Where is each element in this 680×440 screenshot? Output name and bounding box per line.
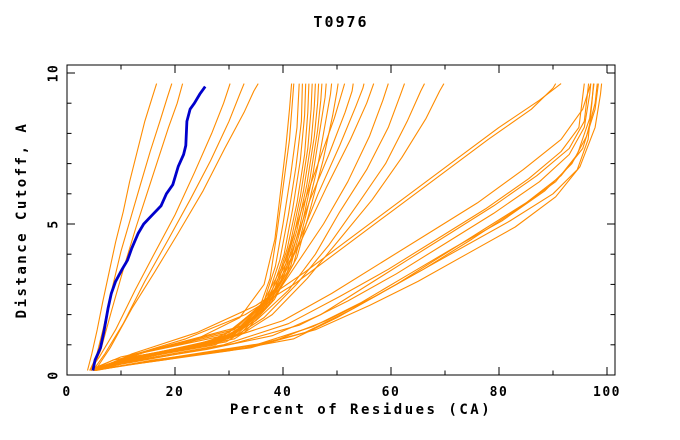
x-tick-label: 60 bbox=[382, 385, 401, 400]
curves-group bbox=[86, 83, 603, 372]
curve-model-35 bbox=[99, 83, 562, 370]
curve-model-01 bbox=[86, 83, 158, 371]
y-tick-label: 0 bbox=[47, 370, 62, 379]
curve-model-08 bbox=[92, 83, 300, 372]
curve-model-29 bbox=[96, 83, 599, 372]
curve-model-09 bbox=[93, 83, 303, 372]
curve-model-10 bbox=[94, 83, 307, 372]
x-tick-label: 0 bbox=[62, 385, 71, 400]
curve-model-38 bbox=[103, 83, 592, 368]
curve-model-34 bbox=[96, 83, 557, 370]
x-tick-label: 100 bbox=[593, 385, 621, 400]
curve-model-23 bbox=[91, 83, 293, 370]
curve-model-02 bbox=[89, 83, 173, 371]
y-axis-label: Distance Cutoff, A bbox=[14, 121, 30, 319]
x-tick-label: 80 bbox=[490, 385, 509, 400]
curve-model-03 bbox=[91, 83, 184, 371]
axis-frame bbox=[66, 64, 616, 376]
curve-model-15 bbox=[100, 83, 323, 368]
x-axis-label: Percent of Residues (CA) bbox=[229, 402, 493, 418]
curve-model-36 bbox=[93, 83, 603, 372]
curve-model-05 bbox=[92, 83, 245, 371]
curve-model-19 bbox=[93, 83, 346, 370]
curve-model-26 bbox=[98, 83, 425, 368]
x-tick-label: 20 bbox=[166, 385, 185, 400]
y-tick-label: 5 bbox=[47, 219, 62, 228]
curve-model-21 bbox=[98, 83, 365, 368]
curve-model-32 bbox=[101, 83, 592, 370]
curve-highlight-model bbox=[91, 85, 207, 371]
curve-model-37 bbox=[100, 83, 595, 370]
curve-model-27 bbox=[100, 83, 445, 368]
curve-model-25 bbox=[96, 83, 406, 370]
curve-model-18 bbox=[103, 83, 339, 367]
y-tick-label: 10 bbox=[47, 64, 62, 83]
curve-model-24 bbox=[93, 83, 389, 370]
x-tick-label: 40 bbox=[274, 385, 293, 400]
curve-model-06 bbox=[94, 83, 259, 371]
curve-model-22 bbox=[100, 83, 375, 368]
chart-title: T0976 bbox=[313, 13, 369, 31]
curve-model-04 bbox=[89, 83, 231, 371]
curve-model-30 bbox=[98, 83, 590, 370]
curve-model-31 bbox=[99, 83, 598, 370]
curve-model-33 bbox=[94, 83, 585, 372]
